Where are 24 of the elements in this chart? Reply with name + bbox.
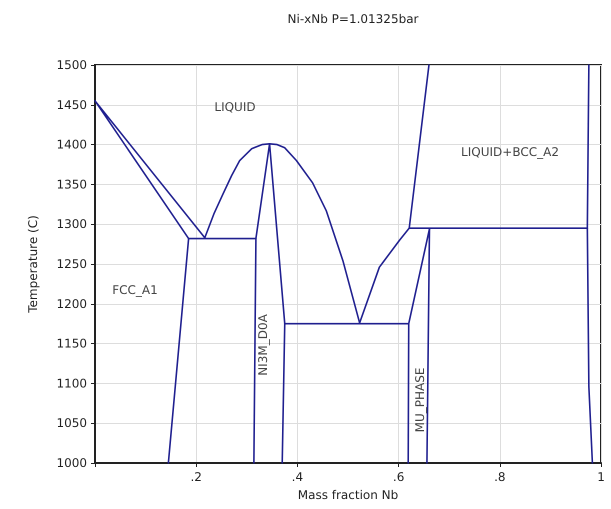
y-tick-label: 1300 <box>56 217 87 232</box>
annotation: NI3M_D0A <box>256 313 270 376</box>
annotation: FCC_A1 <box>112 283 158 297</box>
y-tick-label: 1350 <box>56 177 87 192</box>
annotation: LIQUID+BCC_A2 <box>461 145 559 159</box>
y-tick-label: 1450 <box>56 98 87 112</box>
x-tick-label: .4 <box>292 470 304 484</box>
x-tick-label: 1 <box>597 470 605 484</box>
chart-title: Ni-xNb P=1.01325bar <box>288 12 419 26</box>
x-tick-label: .6 <box>392 470 404 484</box>
x-tick-label: .8 <box>494 470 506 484</box>
y-tick-label: 1050 <box>56 416 87 430</box>
y-tick-label: 1100 <box>56 376 87 390</box>
x-tick-label: .2 <box>190 470 202 484</box>
y-tick-label: 1400 <box>56 138 87 152</box>
y-tick-label: 1000 <box>56 456 87 470</box>
y-tick-label: 1150 <box>56 336 87 351</box>
x-axis-title: Mass fraction Nb <box>298 488 398 502</box>
y-tick-label: 1250 <box>56 257 87 271</box>
y-axis-title: Temperature (C) <box>26 215 40 314</box>
y-tick-label: 1200 <box>56 296 87 311</box>
annotation: MU_PHASE <box>413 368 427 432</box>
y-tick-label: 1500 <box>56 58 87 72</box>
annotation: LIQUID <box>214 100 256 114</box>
